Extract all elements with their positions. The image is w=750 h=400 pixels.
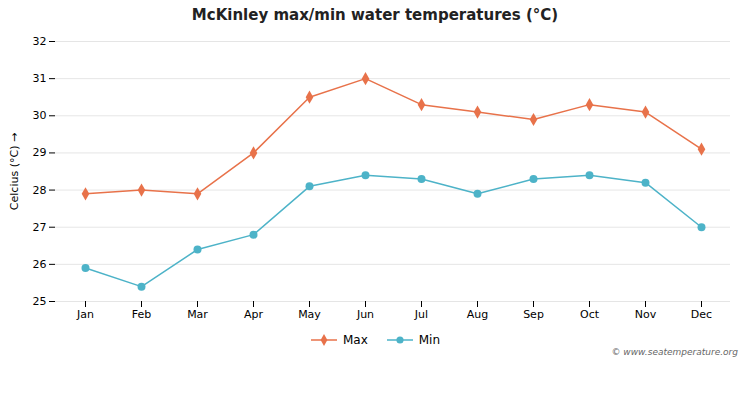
svg-text:Mar: Mar <box>187 308 208 321</box>
svg-text:25: 25 <box>33 295 47 308</box>
svg-text:27: 27 <box>33 221 47 234</box>
svg-text:Jan: Jan <box>76 308 94 321</box>
html-text:Max: Max <box>342 333 368 347</box>
html-text:McKinley max/min water tempera: McKinley max/min water temperatures (°C) <box>191 6 559 24</box>
svg-text:Feb: Feb <box>132 308 151 321</box>
svg-text:Sep: Sep <box>523 308 544 321</box>
svg-text:Nov: Nov <box>635 308 657 321</box>
svg-text:26: 26 <box>33 258 47 271</box>
svg-text:30: 30 <box>33 109 47 122</box>
svg-text:29: 29 <box>33 146 47 159</box>
svg-text:Celcius (°C) →: Celcius (°C) → <box>8 133 21 210</box>
svg-text:May: May <box>298 308 321 321</box>
svg-text:Aug: Aug <box>467 308 488 321</box>
svg-text:Apr: Apr <box>244 308 264 321</box>
svg-text:32: 32 <box>33 35 47 48</box>
svg-text:Oct: Oct <box>580 308 600 321</box>
svg-text:Jun: Jun <box>356 308 374 321</box>
html-text:Min: Min <box>418 333 440 347</box>
svg-text:Dec: Dec <box>691 308 712 321</box>
svg-text:Jul: Jul <box>414 308 428 321</box>
svg-text:31: 31 <box>33 72 47 85</box>
html-text:© www.seatemperature.org: © www.seatemperature.org <box>611 347 738 357</box>
svg-text:28: 28 <box>33 184 47 197</box>
